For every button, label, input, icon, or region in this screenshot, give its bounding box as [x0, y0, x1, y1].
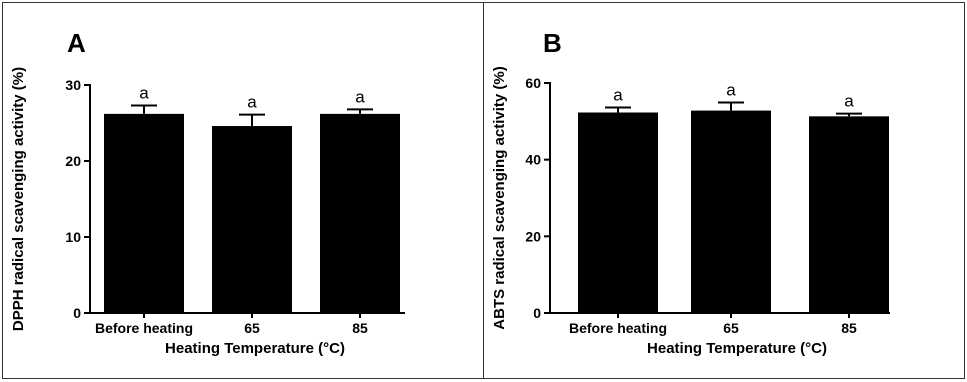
bar	[809, 116, 889, 313]
bar	[104, 113, 184, 313]
y-tick-label: 40	[525, 152, 541, 168]
chart-b-svg: B ABTS radical scavenging activity (%) 0 20…	[491, 28, 890, 357]
y-tick-label: 0	[73, 305, 81, 321]
chart-panel-a: A DPPH radical scavenging activity (%) 0 10…	[2, 2, 484, 379]
chart-a-svg: A DPPH radical scavenging activity (%) 0 10…	[10, 28, 405, 357]
panel-label: A	[67, 28, 86, 58]
y-tick-label: 0	[533, 305, 541, 321]
significance-label: a	[355, 87, 365, 106]
bar	[578, 112, 658, 314]
bar	[212, 126, 292, 313]
chart-panel-b: B ABTS radical scavenging activity (%) 0 20…	[483, 2, 965, 379]
x-axis-title: Heating Temperature (°C)	[647, 340, 827, 357]
y-tick-label: 60	[525, 75, 541, 91]
y-tick-label: 10	[65, 229, 81, 245]
y-axis-title: DPPH radical scavenging activity (%)	[10, 67, 27, 331]
significance-label: a	[844, 92, 854, 111]
x-tick-label: 65	[723, 320, 739, 336]
x-axis-title: Heating Temperature (°C)	[165, 340, 345, 357]
y-tick-label: 30	[65, 77, 81, 93]
y-tick-label: 20	[65, 153, 81, 169]
significance-label: a	[726, 81, 736, 100]
panel-label: B	[543, 28, 562, 58]
bar	[691, 110, 771, 313]
x-tick-label: Before heating	[569, 320, 667, 336]
x-tick-label: 85	[841, 320, 857, 336]
x-tick-label: 65	[244, 320, 260, 336]
significance-label: a	[613, 86, 623, 105]
x-tick-label: 85	[352, 320, 368, 336]
x-tick-label: Before heating	[95, 320, 193, 336]
significance-label: a	[247, 93, 257, 112]
y-tick-label: 20	[525, 228, 541, 244]
y-axis-title: ABTS radical scavenging activity (%)	[491, 66, 508, 329]
significance-label: a	[139, 84, 149, 103]
bar	[320, 113, 400, 313]
